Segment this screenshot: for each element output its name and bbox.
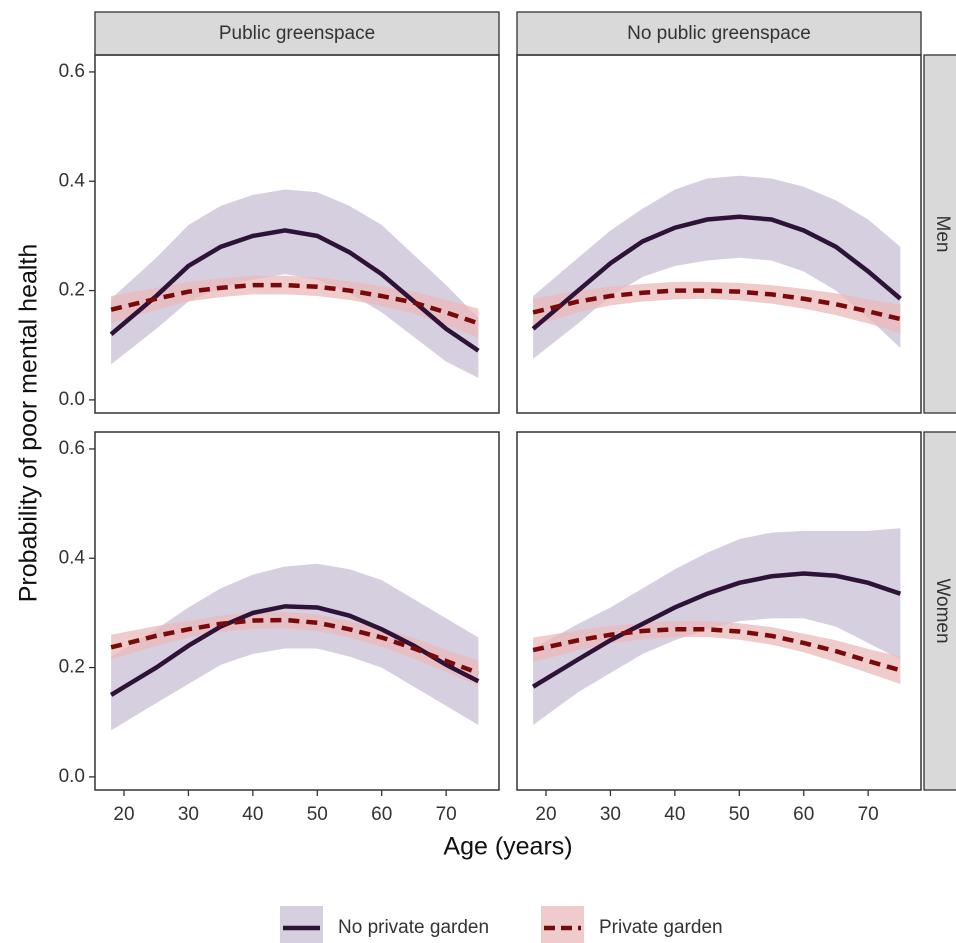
x-tick-label: 60 [793, 804, 814, 825]
facet-label: Men [932, 216, 953, 253]
y-tick-label: 0.6 [59, 61, 85, 82]
x-tick-label: 20 [535, 804, 556, 825]
y-tick-label: 0.2 [59, 280, 85, 301]
x-tick-label: 60 [371, 804, 392, 825]
legend-key [541, 906, 584, 943]
x-tick-label: 20 [113, 804, 134, 825]
confidence-band [111, 189, 479, 379]
y-tick-label: 0.2 [59, 657, 85, 678]
legend-key [280, 906, 323, 943]
line [531, 214, 902, 331]
facet-label: Women [932, 578, 953, 643]
x-tick-label: 70 [858, 804, 879, 825]
line [532, 627, 902, 673]
line [110, 282, 480, 326]
panel-border [94, 431, 500, 791]
panel [531, 175, 902, 359]
confidence-band [533, 621, 901, 684]
facet-label: Public greenspace [219, 23, 375, 44]
x-tick-label: 40 [242, 804, 263, 825]
y-tick-label: 0.4 [59, 547, 86, 568]
facet-strip [516, 11, 922, 56]
panel-border [516, 54, 922, 414]
x-tick-label: 50 [729, 804, 750, 825]
facet-strip [923, 54, 956, 414]
panel [109, 189, 480, 379]
legend-label: Private garden [599, 917, 723, 938]
panel-border [94, 54, 500, 414]
y-tick-label: 0.0 [59, 389, 85, 410]
panel [531, 528, 902, 725]
x-tick-label: 70 [436, 804, 457, 825]
line [531, 571, 902, 689]
y-axis-label: Probability of poor mental health [15, 244, 43, 603]
legend-label: No private garden [338, 917, 489, 938]
y-tick-label: 0.4 [59, 170, 86, 191]
line [532, 288, 901, 322]
facet-label: No public greenspace [627, 23, 811, 44]
line [110, 617, 480, 676]
panel [109, 563, 480, 731]
y-tick-label: 0.6 [59, 438, 85, 459]
x-tick-label: 50 [307, 804, 328, 825]
x-axis-label: Age (years) [443, 833, 572, 861]
confidence-band [533, 175, 901, 359]
facet-strip [94, 11, 500, 56]
panel-border [516, 431, 922, 791]
x-tick-label: 40 [664, 804, 685, 825]
confidence-band [111, 563, 479, 731]
x-tick-label: 30 [178, 804, 199, 825]
x-tick-label: 30 [600, 804, 621, 825]
y-tick-label: 0.0 [59, 766, 85, 787]
facet-strip [923, 431, 956, 791]
